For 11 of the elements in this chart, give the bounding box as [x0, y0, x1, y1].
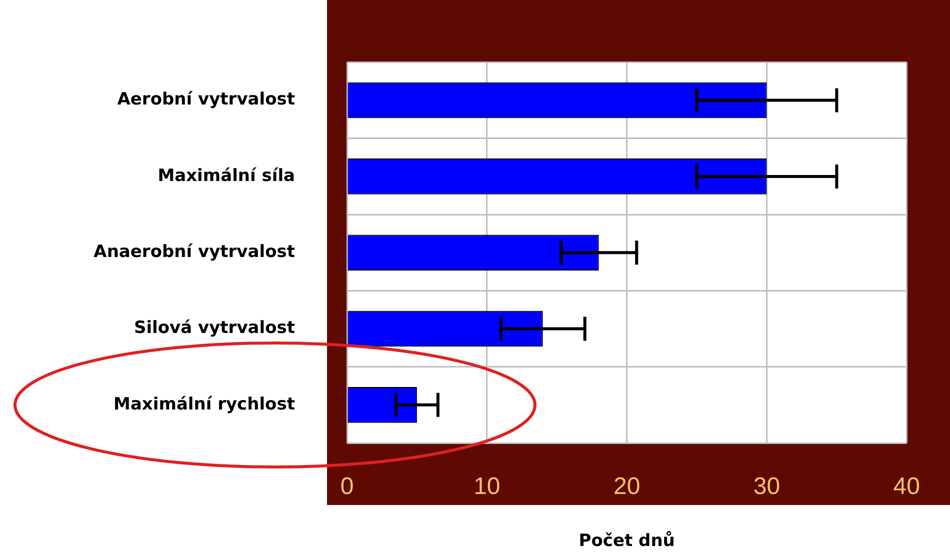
y-tick-label: Maximální rychlost — [114, 394, 295, 414]
x-tick-label: 40 — [893, 473, 920, 500]
x-tick-label: 10 — [474, 473, 500, 500]
x-tick-label: 30 — [753, 473, 780, 500]
y-tick-label: Silová vytrvalost — [134, 318, 295, 338]
x-axis-title: Počet dnů — [578, 531, 675, 552]
x-tick-label: 0 — [340, 473, 354, 500]
x-tick-label: 20 — [613, 473, 640, 500]
y-tick-label: Anaerobní vytrvalost — [94, 242, 295, 262]
y-tick-label: Maximální síla — [158, 166, 295, 186]
y-tick-label: Aerobní vytrvalost — [117, 90, 295, 110]
